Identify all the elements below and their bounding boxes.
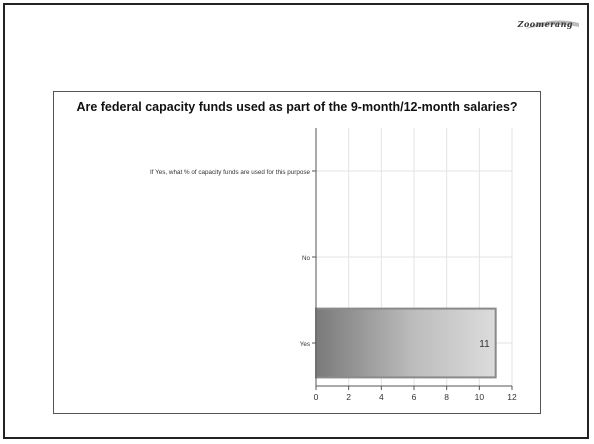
x-tick-label: 8	[444, 392, 449, 402]
x-tick-label: 12	[507, 392, 517, 402]
x-tick-label: 2	[346, 392, 351, 402]
category-label: If Yes, what % of capacity funds are use…	[150, 169, 310, 176]
bar-data-label: 11	[479, 339, 490, 350]
x-tick-label: 10	[475, 392, 485, 402]
slide: Zoomerang Are federal capacity funds use…	[3, 3, 589, 439]
chart-title: Are federal capacity funds used as part …	[76, 100, 518, 114]
logo-text: Zoomerang	[517, 19, 573, 29]
logo-swoosh-icon	[525, 20, 579, 29]
bar-chart: 11 If Yes, what % of capacity funds are u…	[150, 128, 517, 402]
category-label: Yes	[300, 341, 310, 348]
chart-panel: Are federal capacity funds used as part …	[53, 91, 541, 414]
x-tick-label: 0	[314, 392, 319, 402]
bar-yes	[315, 307, 497, 379]
x-tick-label: 6	[412, 392, 417, 402]
category-label: No	[302, 255, 311, 262]
x-tick-label: 4	[379, 392, 384, 402]
